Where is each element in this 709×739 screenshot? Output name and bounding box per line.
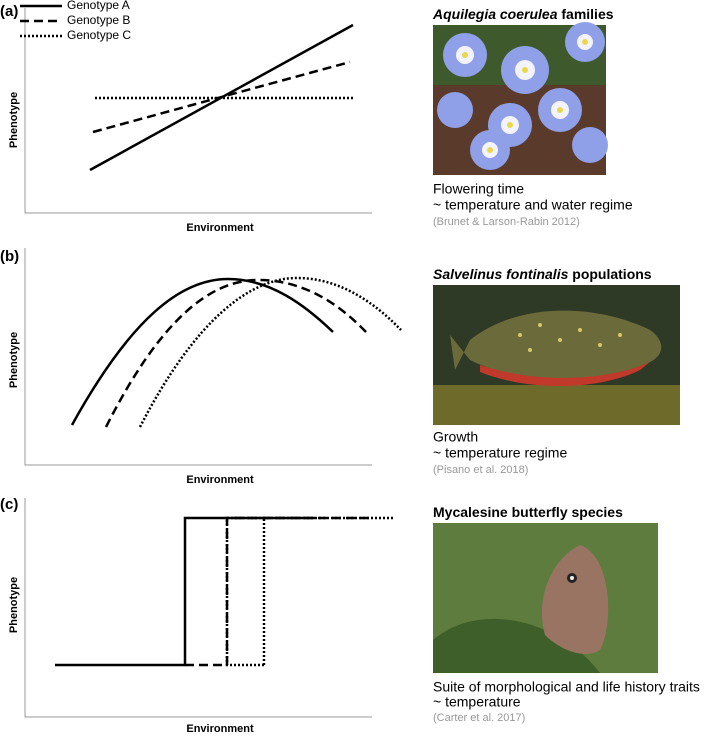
axes: [24, 248, 372, 466]
example-title: Salvelinus fontinalis populations: [433, 266, 652, 282]
photo-flowers: [433, 22, 608, 175]
trait: Growth: [433, 429, 478, 445]
panel-label: (a): [0, 3, 18, 20]
photo-butterfly: [433, 523, 658, 673]
genotype-c: [225, 516, 395, 667]
panel-label: (c): [0, 496, 18, 513]
driver: ~ temperature: [433, 694, 521, 710]
panel-b: (b) Environment Phenotype Salvelinus fon…: [0, 248, 680, 486]
genotype-a: [55, 516, 315, 667]
genotype-b: [92, 60, 351, 134]
title-part: families: [557, 6, 613, 22]
title-part: populations: [568, 266, 651, 282]
genotype-b: [185, 516, 372, 667]
title-part: Mycalesine butterfly species: [433, 504, 623, 520]
legend-entry: Genotype B: [67, 13, 130, 27]
genotype-c: [138, 276, 402, 428]
citation: (Pisano et al. 2018): [433, 464, 528, 476]
trait: Suite of morphological and life history …: [433, 679, 700, 695]
genotype-b: [104, 278, 367, 428]
driver: ~ temperature and water regime: [433, 197, 633, 213]
panel-label: (b): [0, 248, 19, 265]
panel-a: (a) Environment Phenotype Genotype A Gen…: [0, 0, 633, 234]
title-part: Aquilegia coerulea: [432, 6, 558, 22]
genotype-a: [70, 277, 334, 426]
trait: Flowering time: [433, 181, 524, 197]
axes: [24, 498, 372, 718]
title-part: Salvelinus fontinalis: [433, 266, 569, 282]
axes: [24, 8, 372, 214]
citation: (Brunet & Larson-Rabin 2012): [433, 216, 580, 228]
legend-entry: Genotype A: [67, 0, 130, 12]
y-label: Phenotype: [8, 577, 20, 633]
panel-c: (c) Environment Phenotype Mycalesine but…: [0, 496, 700, 735]
x-label: Environment: [186, 222, 254, 234]
y-label: Phenotype: [8, 332, 20, 388]
example-title: Mycalesine butterfly species: [433, 504, 623, 520]
example-title: Aquilegia coerulea families: [432, 6, 614, 22]
driver: ~ temperature regime: [433, 445, 567, 461]
x-label: Environment: [186, 474, 254, 486]
photo-fish: [433, 285, 680, 425]
x-label: Environment: [186, 723, 254, 734]
legend-entry: Genotype C: [67, 28, 131, 42]
citation: (Carter et al. 2017): [433, 712, 525, 724]
y-label: Phenotype: [8, 92, 20, 148]
